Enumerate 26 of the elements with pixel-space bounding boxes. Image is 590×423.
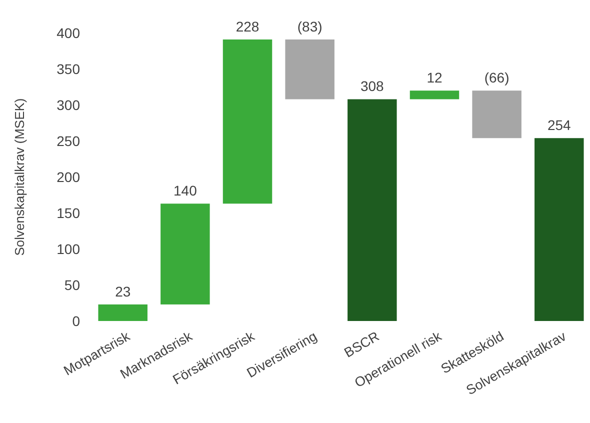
bar bbox=[222, 39, 272, 204]
y-tick-label: 50 bbox=[64, 276, 80, 293]
y-tick-label: 300 bbox=[56, 96, 80, 113]
data-label: 308 bbox=[360, 78, 384, 94]
data-label: 140 bbox=[174, 182, 198, 199]
y-tick-label: 350 bbox=[56, 60, 80, 77]
y-tick-label: 100 bbox=[56, 240, 80, 257]
bar bbox=[98, 304, 148, 321]
bar bbox=[348, 99, 397, 321]
data-label: 23 bbox=[115, 283, 131, 300]
y-tick-label: 400 bbox=[56, 24, 80, 41]
data-label: 254 bbox=[547, 117, 572, 134]
y-tick-label: 0 bbox=[72, 312, 80, 329]
bar bbox=[534, 138, 584, 321]
y-tick-label: 250 bbox=[56, 132, 80, 149]
bar bbox=[410, 90, 460, 100]
data-label: (83) bbox=[297, 18, 322, 34]
data-label: 12 bbox=[426, 70, 442, 86]
y-tick-label: 150 bbox=[56, 204, 80, 221]
data-label: (66) bbox=[484, 70, 510, 86]
bar bbox=[472, 90, 522, 138]
bar bbox=[285, 39, 334, 100]
y-axis-title: Solvenskapitalkrav (MSEK) bbox=[12, 98, 27, 256]
bar bbox=[160, 204, 210, 304]
y-tick-label: 200 bbox=[56, 168, 80, 185]
data-label: 228 bbox=[236, 18, 260, 34]
